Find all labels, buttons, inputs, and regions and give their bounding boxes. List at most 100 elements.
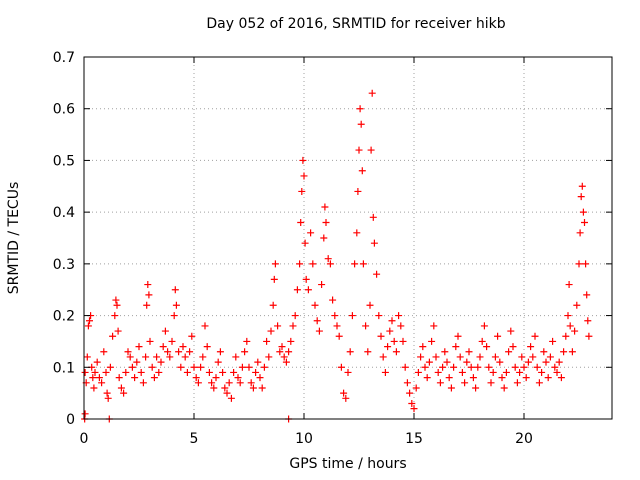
y-axis-label: SRMTID / TECUs <box>6 181 22 295</box>
data-point <box>113 301 121 309</box>
data-point <box>90 384 98 392</box>
data-point <box>170 312 178 320</box>
data-point <box>150 374 158 382</box>
data-point <box>571 327 579 335</box>
data-point <box>551 363 559 371</box>
data-point <box>278 343 286 351</box>
y-axis-label-wrap: SRMTID / TECUs <box>0 0 28 480</box>
data-point <box>511 363 519 371</box>
data-point <box>329 296 337 304</box>
data-point <box>410 405 418 413</box>
data-point <box>524 358 532 366</box>
data-point <box>568 348 576 356</box>
data-point <box>300 172 308 180</box>
data-point <box>131 374 139 382</box>
data-point <box>282 358 290 366</box>
data-point <box>179 343 187 351</box>
data-point <box>137 368 145 376</box>
data-point <box>216 348 224 356</box>
data-point <box>414 368 422 376</box>
data-point <box>210 384 218 392</box>
data-point <box>423 374 431 382</box>
data-point <box>223 389 231 397</box>
data-point <box>441 348 449 356</box>
data-point <box>412 384 420 392</box>
data-point <box>124 348 132 356</box>
data-point <box>320 234 328 242</box>
data-point <box>95 374 103 382</box>
data-point <box>104 394 112 402</box>
data-point <box>128 363 136 371</box>
data-point <box>289 322 297 330</box>
data-point <box>241 348 249 356</box>
data-point <box>565 281 573 289</box>
data-point <box>344 368 352 376</box>
data-point <box>399 337 407 345</box>
data-point <box>159 343 167 351</box>
data-point <box>381 368 389 376</box>
data-point <box>494 332 502 340</box>
data-point <box>331 312 339 320</box>
data-point <box>373 270 381 278</box>
data-point <box>386 327 394 335</box>
data-point <box>583 291 591 299</box>
data-point <box>379 353 387 361</box>
data-point <box>280 353 288 361</box>
data-point <box>142 353 150 361</box>
data-point <box>489 368 497 376</box>
data-point <box>445 374 453 382</box>
data-point <box>313 317 321 325</box>
data-point <box>103 389 111 397</box>
data-point <box>91 368 99 376</box>
data-point <box>197 363 205 371</box>
x-tick-label: 20 <box>515 431 533 447</box>
data-point <box>89 374 97 382</box>
data-point <box>293 286 301 294</box>
data-point <box>509 343 517 351</box>
chart-title: Day 052 of 2016, SRMTID for receiver hik… <box>206 16 506 32</box>
data-point <box>192 374 200 382</box>
data-point <box>498 374 506 382</box>
data-point <box>522 374 530 382</box>
data-point <box>465 348 473 356</box>
data-point <box>309 260 317 268</box>
data-point <box>439 363 447 371</box>
data-point <box>533 363 541 371</box>
data-point <box>370 239 378 247</box>
data-point <box>516 368 524 376</box>
data-point <box>205 368 213 376</box>
data-point <box>456 353 464 361</box>
y-tick-label: 0.3 <box>53 257 75 273</box>
data-point <box>181 353 189 361</box>
data-point <box>401 363 409 371</box>
y-tick-label: 0.6 <box>53 102 75 118</box>
data-point <box>436 379 444 387</box>
data-point <box>566 322 574 330</box>
data-point <box>120 389 128 397</box>
x-axis-label: GPS time / hours <box>289 456 407 472</box>
data-point <box>285 348 293 356</box>
data-point <box>500 384 508 392</box>
data-point <box>469 374 477 382</box>
data-point <box>358 167 366 175</box>
data-point <box>487 379 495 387</box>
data-point <box>276 348 284 356</box>
data-point <box>461 379 469 387</box>
data-point <box>122 368 130 376</box>
data-point <box>236 379 244 387</box>
data-point <box>478 337 486 345</box>
x-tick-label: 15 <box>405 431 423 447</box>
data-point <box>145 291 153 299</box>
x-tick-label: 5 <box>190 431 199 447</box>
data-point <box>425 358 433 366</box>
data-point <box>168 337 176 345</box>
data-point <box>194 379 202 387</box>
data-point <box>100 348 108 356</box>
data-point <box>267 327 275 335</box>
data-point <box>474 363 482 371</box>
data-point <box>302 275 310 283</box>
data-point <box>311 301 319 309</box>
data-point <box>86 317 93 325</box>
data-point <box>299 156 307 164</box>
